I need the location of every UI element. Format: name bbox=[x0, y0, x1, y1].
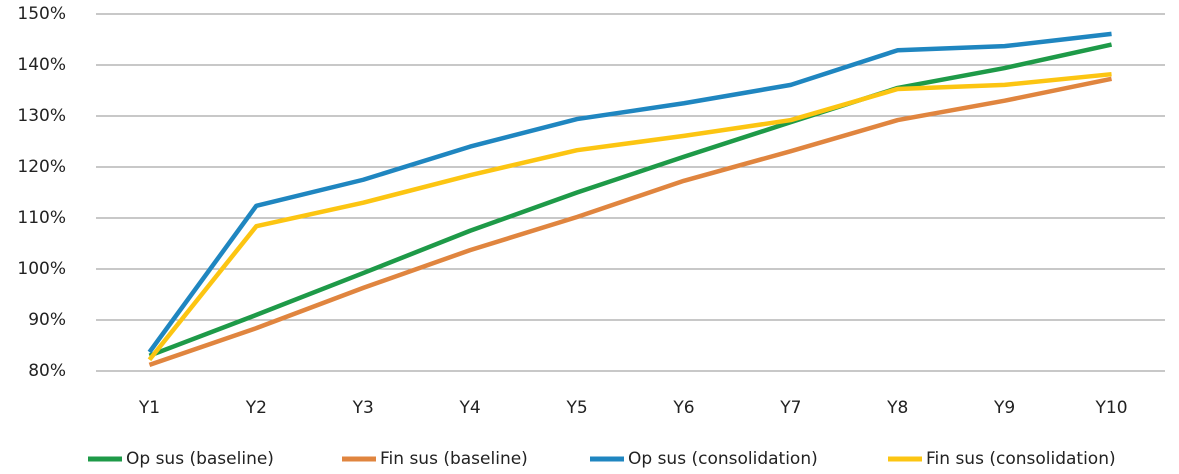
y-tick-label: 90% bbox=[28, 310, 66, 330]
x-tick-label: Y4 bbox=[459, 398, 481, 418]
y-tick-label: 120% bbox=[17, 157, 66, 177]
x-tick-label: Y10 bbox=[1095, 398, 1128, 418]
line-series bbox=[147, 71, 1112, 362]
y-tick-label: 110% bbox=[17, 208, 66, 228]
line-series bbox=[147, 31, 1112, 354]
legend-label: Op sus (baseline) bbox=[126, 449, 274, 469]
x-tick-label: Y7 bbox=[779, 398, 801, 418]
legend-label: Fin sus (baseline) bbox=[380, 449, 528, 469]
y-tick-label: 130% bbox=[17, 106, 66, 126]
legend-label: Fin sus (consolidation) bbox=[926, 449, 1116, 469]
x-tick-label: Y6 bbox=[672, 398, 694, 418]
line-series bbox=[148, 42, 1113, 358]
x-tick-label: Y9 bbox=[993, 398, 1015, 418]
y-tick-label: 140% bbox=[17, 55, 66, 75]
y-tick-label: 100% bbox=[17, 259, 66, 279]
x-tick-label: Y1 bbox=[138, 398, 160, 418]
x-tick-label: Y3 bbox=[352, 398, 374, 418]
line-series bbox=[148, 76, 1113, 368]
x-tick-label: Y2 bbox=[245, 398, 267, 418]
x-tick-label: Y5 bbox=[565, 398, 587, 418]
y-tick-label: 80% bbox=[28, 361, 66, 381]
legend-label: Op sus (consolidation) bbox=[628, 449, 818, 469]
x-tick-label: Y8 bbox=[886, 398, 908, 418]
y-tick-label: 150% bbox=[17, 4, 66, 24]
